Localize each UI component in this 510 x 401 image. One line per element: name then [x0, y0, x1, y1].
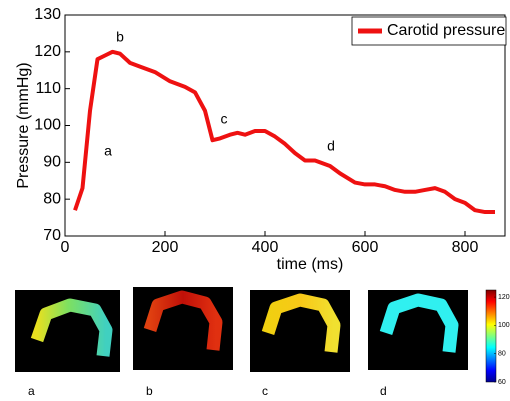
annotation: d: [327, 138, 335, 154]
x-tick-label: 200: [152, 239, 179, 256]
y-tick-label: 120: [34, 43, 61, 60]
artery-image: [379, 293, 459, 353]
legend-label: Carotid pressure: [387, 22, 505, 39]
colorbar-tick-label: 80: [498, 351, 506, 358]
artery-image: [261, 293, 341, 353]
chart: 70 80 90 100 110 120 130 0 200 400 600 800 time (ms)…: [15, 6, 507, 273]
annotation: a: [104, 143, 112, 159]
annotation: c: [221, 111, 228, 127]
y-tick-label: 90: [43, 154, 61, 171]
x-tick-label: 0: [61, 239, 70, 256]
colorbar-tick-label: 100: [498, 322, 510, 329]
plot-area: [64, 14, 506, 237]
panel-label: b: [146, 384, 153, 398]
x-tick-label: 400: [252, 239, 279, 256]
x-axis-label: time (ms): [277, 256, 344, 273]
y-tick-label: 110: [35, 80, 61, 97]
panel-label: a: [28, 384, 35, 398]
panel-label: c: [262, 384, 268, 398]
panel-label: d: [380, 384, 387, 398]
x-tick-label: 800: [452, 239, 479, 256]
x-tick-label: 600: [352, 239, 379, 256]
data-line: [73, 49, 495, 215]
y-tick-label: 130: [34, 6, 61, 23]
colorbar: [485, 289, 497, 383]
y-tick-label: 80: [43, 190, 61, 207]
artery-image: [143, 290, 223, 351]
artery-image: [30, 298, 113, 357]
y-axis-label: Pressure (mmHg): [15, 62, 32, 188]
colorbar-tick-label: 120: [498, 294, 510, 301]
y-tick-label: 70: [43, 227, 61, 244]
image-panels: [15, 287, 497, 383]
y-tick-label: 100: [34, 117, 61, 134]
annotation: b: [116, 29, 124, 45]
colorbar-tick-label: 60: [498, 379, 506, 386]
